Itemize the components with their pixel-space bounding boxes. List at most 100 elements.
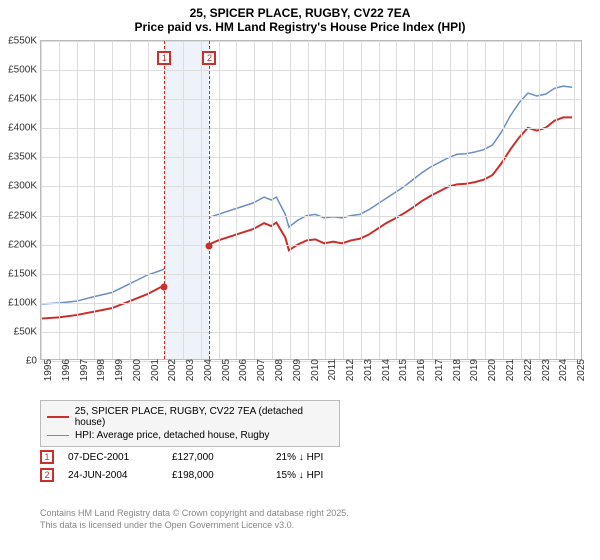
gridline-v — [414, 41, 415, 359]
gridline-h — [41, 70, 581, 71]
xtick-label: 2016 — [414, 359, 427, 381]
xtick-label: 2008 — [272, 359, 285, 381]
gridline-h — [41, 303, 581, 304]
gridline-v — [59, 41, 60, 359]
gridline-v — [485, 41, 486, 359]
xtick-label: 2002 — [165, 359, 178, 381]
ytick-label: £400K — [8, 123, 41, 134]
xtick-label: 2022 — [521, 359, 534, 381]
footer-line-1: Contains HM Land Registry data © Crown c… — [40, 508, 349, 520]
xtick-label: 2000 — [130, 359, 143, 381]
xtick-label: 2017 — [432, 359, 445, 381]
xtick-label: 2023 — [539, 359, 552, 381]
xtick-label: 2014 — [379, 359, 392, 381]
gridline-v — [432, 41, 433, 359]
gridline-v — [343, 41, 344, 359]
ytick-label: £350K — [8, 152, 41, 163]
xtick-label: 2005 — [219, 359, 232, 381]
sales-delta: 15% ↓ HPI — [276, 470, 366, 481]
footer: Contains HM Land Registry data © Crown c… — [40, 508, 349, 531]
gridline-v — [254, 41, 255, 359]
gridline-v — [41, 41, 42, 359]
chart-title: 25, SPICER PLACE, RUGBY, CV22 7EA — [0, 0, 600, 20]
ytick-label: £250K — [8, 210, 41, 221]
ytick-label: £200K — [8, 239, 41, 250]
legend-item: HPI: Average price, detached house, Rugb… — [47, 429, 333, 442]
gridline-v — [503, 41, 504, 359]
gridline-v — [148, 41, 149, 359]
gridline-h — [41, 186, 581, 187]
xtick-label: 2021 — [503, 359, 516, 381]
xtick-label: 2004 — [201, 359, 214, 381]
gridline-v — [539, 41, 540, 359]
gridline-v — [272, 41, 273, 359]
ytick-label: £450K — [8, 94, 41, 105]
xtick-label: 1998 — [94, 359, 107, 381]
gridline-v — [94, 41, 95, 359]
gridline-v — [77, 41, 78, 359]
xtick-label: 2020 — [485, 359, 498, 381]
gridline-h — [41, 41, 581, 42]
sale-dashed-line — [164, 41, 165, 359]
sales-row: 2 24-JUN-2004 £198,000 15% ↓ HPI — [40, 466, 366, 484]
sales-delta: 21% ↓ HPI — [276, 452, 366, 463]
sales-date: 24-JUN-2004 — [68, 470, 158, 481]
ytick-label: £150K — [8, 268, 41, 279]
ytick-label: £300K — [8, 181, 41, 192]
sales-table: 107-DEC-2001£127,00021% ↓ HPI224-JUN-200… — [40, 448, 366, 484]
legend: 25, SPICER PLACE, RUGBY, CV22 7EA (detac… — [40, 400, 340, 447]
gridline-v — [290, 41, 291, 359]
legend-label: 25, SPICER PLACE, RUGBY, CV22 7EA (detac… — [75, 406, 333, 428]
sale-point — [206, 242, 213, 249]
sale-marker: 1 — [157, 51, 171, 65]
gridline-h — [41, 128, 581, 129]
gridline-v — [219, 41, 220, 359]
sale-marker: 2 — [202, 51, 216, 65]
sales-price: £127,000 — [172, 452, 262, 463]
gridline-v — [521, 41, 522, 359]
legend-swatch — [47, 435, 69, 437]
xtick-label: 2010 — [308, 359, 321, 381]
sales-marker-box: 2 — [40, 468, 54, 482]
legend-item: 25, SPICER PLACE, RUGBY, CV22 7EA (detac… — [47, 405, 333, 429]
sales-row: 107-DEC-2001£127,00021% ↓ HPI — [40, 448, 366, 466]
gridline-v — [396, 41, 397, 359]
legend-label: HPI: Average price, detached house, Rugb… — [75, 430, 269, 441]
gridline-v — [130, 41, 131, 359]
gridline-v — [556, 41, 557, 359]
sales-price: £198,000 — [172, 470, 262, 481]
sale-dashed-line — [209, 41, 210, 359]
gridline-v — [467, 41, 468, 359]
xtick-label: 1996 — [59, 359, 72, 381]
gridline-h — [41, 274, 581, 275]
chart-lines — [41, 41, 581, 359]
xtick-label: 1999 — [112, 359, 125, 381]
gridline-h — [41, 332, 581, 333]
gridline-v — [574, 41, 575, 359]
xtick-label: 2003 — [183, 359, 196, 381]
ytick-label: £550K — [8, 36, 41, 47]
xtick-label: 2019 — [467, 359, 480, 381]
ytick-label: £0 — [26, 356, 41, 367]
xtick-label: 2013 — [361, 359, 374, 381]
gridline-v — [183, 41, 184, 359]
sales-marker-box: 1 — [40, 450, 54, 464]
xtick-label: 2018 — [450, 359, 463, 381]
ytick-label: £100K — [8, 297, 41, 308]
xtick-label: 2024 — [556, 359, 569, 381]
xtick-label: 2011 — [325, 359, 338, 381]
gridline-h — [41, 157, 581, 158]
ytick-label: £500K — [8, 65, 41, 76]
gridline-h — [41, 216, 581, 217]
xtick-label: 1995 — [41, 359, 54, 381]
gridline-v — [325, 41, 326, 359]
gridline-v — [361, 41, 362, 359]
xtick-label: 2012 — [343, 359, 356, 381]
gridline-v — [165, 41, 166, 359]
xtick-label: 2001 — [148, 359, 161, 381]
ytick-label: £50K — [14, 326, 41, 337]
chart-plot-area: £0£50K£100K£150K£200K£250K£300K£350K£400… — [40, 40, 582, 360]
gridline-v — [379, 41, 380, 359]
gridline-v — [308, 41, 309, 359]
highlight-band — [164, 41, 209, 359]
